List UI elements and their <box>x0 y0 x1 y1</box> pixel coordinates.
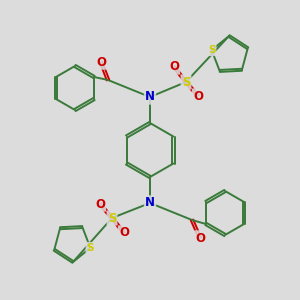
Text: O: O <box>95 197 105 211</box>
Text: S: S <box>208 45 215 55</box>
Text: O: O <box>119 226 129 239</box>
Text: N: N <box>145 91 155 103</box>
Text: O: O <box>169 61 179 74</box>
Text: O: O <box>195 232 205 244</box>
Text: O: O <box>96 56 106 68</box>
Text: O: O <box>193 89 203 103</box>
Text: S: S <box>87 243 94 253</box>
Text: S: S <box>108 212 116 224</box>
Text: N: N <box>145 196 155 209</box>
Text: S: S <box>182 76 190 88</box>
